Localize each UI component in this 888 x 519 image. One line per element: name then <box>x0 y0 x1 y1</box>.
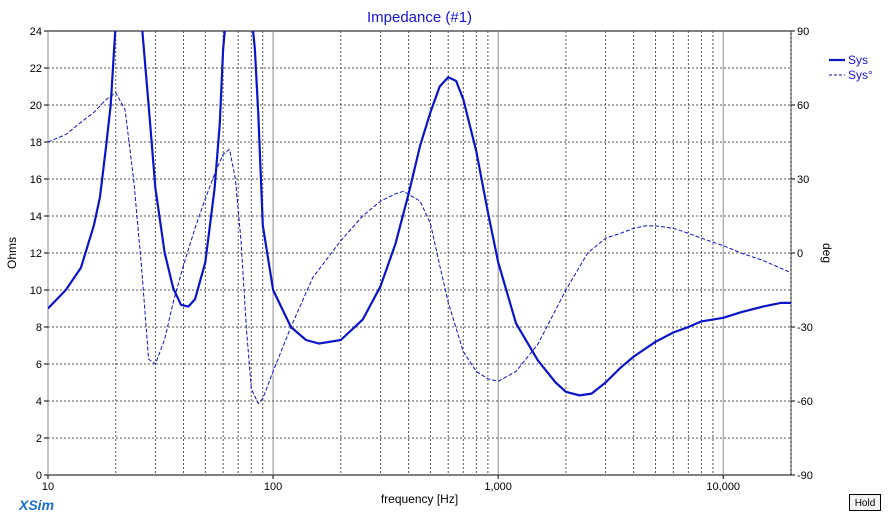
y-tick-label: 10 <box>30 285 42 297</box>
y2-tick-label: 90 <box>797 26 809 38</box>
y-tick-label: 4 <box>36 396 42 408</box>
hold-button[interactable]: Hold <box>849 494 881 511</box>
y-tick-label: 14 <box>30 211 42 223</box>
y-tick-label: 0 <box>36 470 42 482</box>
series-layer <box>48 31 791 404</box>
x-axis-label: frequency [Hz] <box>381 492 458 506</box>
xsim-logo: XSim <box>19 497 55 513</box>
y2-tick-label: -30 <box>797 322 813 334</box>
y-tick-label: 16 <box>30 174 42 186</box>
plot-area <box>47 30 792 476</box>
y-tick-label: 8 <box>36 322 42 334</box>
y2-tick-label: 0 <box>797 248 803 260</box>
series-line-phase <box>48 92 791 404</box>
y-tick-label: 20 <box>30 100 42 112</box>
y-tick-label: 12 <box>30 248 42 260</box>
y-axis-label: Ohms <box>5 237 19 269</box>
y2-axis-label: deg <box>820 243 834 263</box>
y-tick-label: 18 <box>30 137 42 149</box>
legend-label: Sys° <box>848 68 873 82</box>
x-tick-label: 1,000 <box>484 481 512 493</box>
y2-tick-label: -90 <box>797 470 813 482</box>
x-tick-label: 10 <box>42 481 54 493</box>
series-line-impedance <box>48 31 791 397</box>
y-tick-label: 6 <box>36 359 42 371</box>
x-tick-label: 100 <box>264 481 282 493</box>
legend-label: Sys <box>848 53 868 67</box>
y-tick-label: 22 <box>30 63 42 75</box>
y2-tick-label: 60 <box>797 100 809 112</box>
y-tick-label: 24 <box>30 26 42 38</box>
y2-tick-label: -60 <box>797 396 813 408</box>
chart-title: Impedance (#1) <box>367 9 472 26</box>
y-tick-label: 2 <box>36 433 42 445</box>
x-tick-label: 10,000 <box>706 481 740 493</box>
y2-tick-label: 30 <box>797 174 809 186</box>
